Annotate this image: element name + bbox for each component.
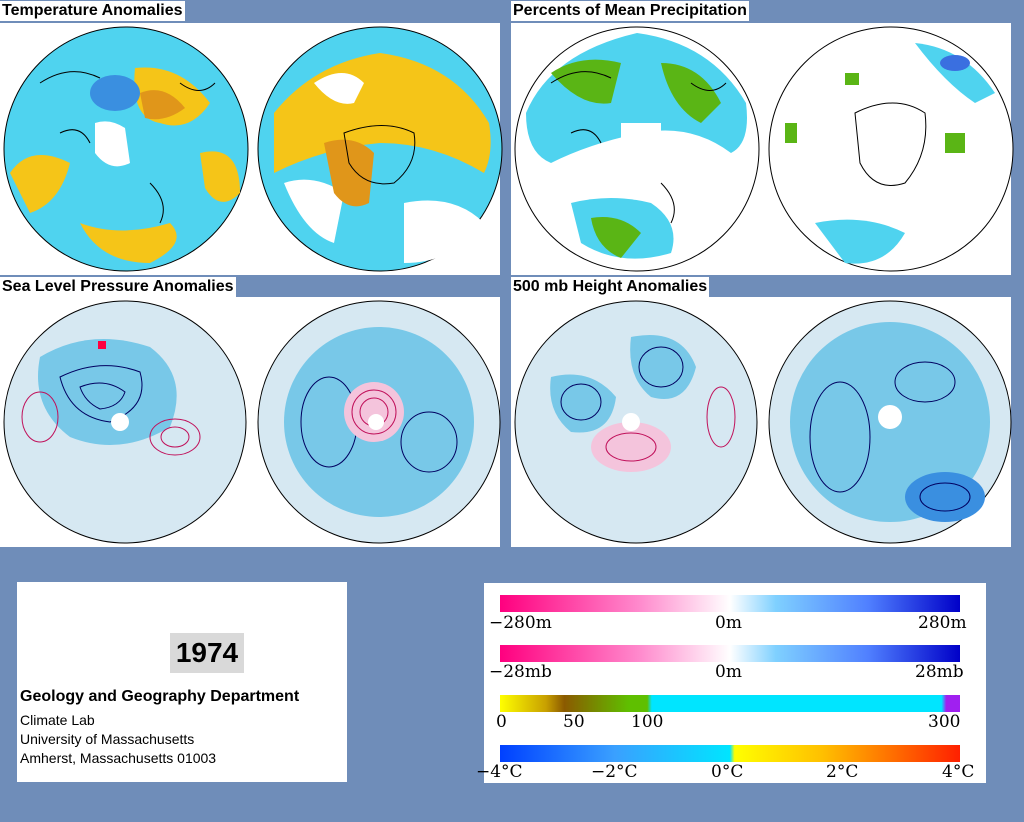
- precipitation-title: Percents of Mean Precipitation: [511, 1, 749, 21]
- temp-p2-label: 2°C: [826, 762, 859, 782]
- height-max-label: 280m: [918, 613, 967, 633]
- info-box: [17, 582, 347, 782]
- temperature-panel: Temperature Anomalies: [0, 1, 503, 275]
- precip-50-label: 50: [563, 712, 585, 732]
- temperature-title: Temperature Anomalies: [0, 1, 185, 21]
- precip-colorbar: [500, 695, 960, 712]
- temp-m2-label: −2°C: [591, 762, 638, 782]
- pressure-max-label: 28mb: [915, 662, 964, 682]
- precipitation-globe-south: [768, 26, 1014, 272]
- pressure-colorbar: [500, 645, 960, 662]
- precip-300-label: 300: [928, 712, 961, 732]
- university-label: University of Massachusetts: [20, 731, 195, 747]
- temperature-globe-north: [3, 26, 249, 272]
- height-mid-label: 0m: [715, 613, 742, 633]
- slp-globe-south: [257, 300, 501, 544]
- precipitation-panel: Percents of Mean Precipitation: [511, 1, 1014, 275]
- height-min-label: −280m: [489, 613, 552, 633]
- temperature-globe-south: [257, 26, 503, 272]
- height-globe-south: [768, 300, 1012, 544]
- year-label: 1974: [170, 633, 244, 673]
- precip-100-label: 100: [631, 712, 664, 732]
- department-label: Geology and Geography Department: [20, 688, 300, 705]
- pressure-min-label: −28mb: [489, 662, 552, 682]
- temp-min-label: −4°C: [476, 762, 523, 782]
- temp-max-label: 4°C: [942, 762, 975, 782]
- height-colorbar: [500, 595, 960, 612]
- height-globe-north: [514, 300, 758, 544]
- lab-label: Climate Lab: [20, 712, 95, 728]
- height-title: 500 mb Height Anomalies: [511, 277, 710, 297]
- temp-mid-label: 0°C: [711, 762, 744, 782]
- temp-colorbar: [500, 745, 960, 762]
- precip-0-label: 0: [496, 712, 507, 732]
- slp-title: Sea Level Pressure Anomalies: [0, 277, 236, 297]
- slp-globe-north: [3, 300, 247, 544]
- height-panel: 500 mb Height Anomalies: [511, 277, 1012, 547]
- slp-panel: Sea Level Pressure Anomalies: [0, 277, 501, 547]
- address-label: Amherst, Massachusetts 01003: [20, 750, 217, 766]
- precipitation-globe-north: [514, 26, 760, 272]
- pressure-mid-label: 0m: [715, 662, 742, 682]
